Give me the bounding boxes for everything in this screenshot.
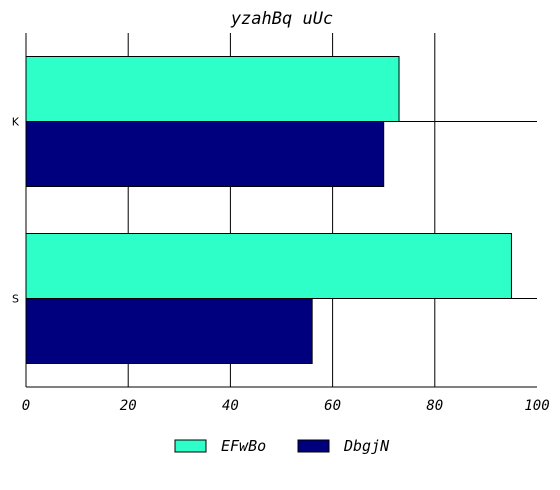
chart-title: yzahBq uUc: [230, 9, 333, 29]
y-category-label: S: [12, 293, 19, 306]
x-tick-label: 20: [120, 398, 137, 414]
bar-efwbo-k: [25, 56, 400, 122]
x-tick-labels: 0 20 40 60 80 100: [22, 398, 550, 414]
y-category-labels: SK: [12, 116, 20, 306]
bar-efwbo-s: [25, 233, 512, 299]
legend-label: EFwBo: [221, 437, 266, 455]
bar-dbgjn-k: [25, 121, 385, 187]
x-tick-label: 100: [524, 398, 549, 414]
y-category-label: K: [12, 116, 20, 129]
legend-swatch: [297, 439, 330, 453]
legend-swatch: [174, 439, 207, 453]
axes: [25, 33, 537, 388]
legend: EFwBo DbgjN: [174, 437, 390, 455]
x-tick-label: 80: [426, 398, 443, 414]
legend-label: DbgjN: [343, 437, 390, 455]
x-tick-label: 40: [222, 398, 239, 414]
x-tick-label: 60: [324, 398, 341, 414]
bar-dbgjn-s: [25, 298, 313, 364]
x-tick-label: 0: [22, 398, 30, 414]
bars: [25, 56, 512, 364]
